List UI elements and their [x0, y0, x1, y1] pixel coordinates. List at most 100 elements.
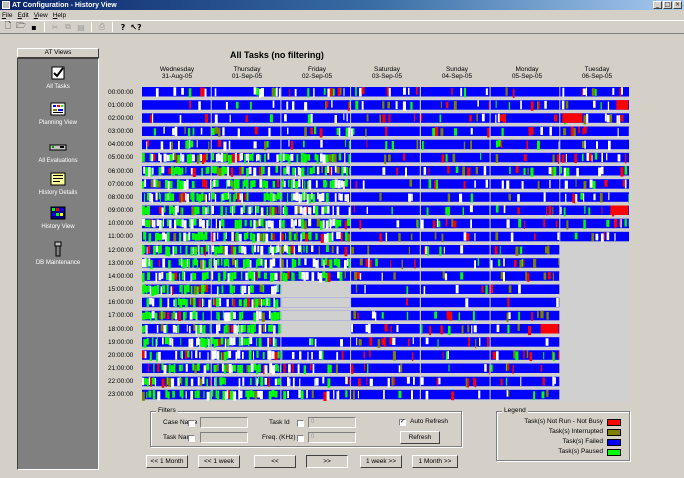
- task-mark: [546, 312, 549, 320]
- task-mark: [390, 260, 392, 268]
- task-mark: [167, 298, 170, 308]
- open-icon[interactable]: 🗁: [16, 21, 26, 30]
- case-name-checkbox[interactable]: [188, 420, 195, 427]
- task-mark: [151, 153, 154, 162]
- help-icon[interactable]: ?: [120, 22, 126, 32]
- task-mark: [291, 232, 293, 242]
- task-id-checkbox[interactable]: [297, 420, 304, 427]
- task-mark: [304, 180, 306, 190]
- view-item-db-maintenance[interactable]: DB Maintenance: [18, 241, 98, 266]
- context-help-icon[interactable]: ↖?: [130, 22, 142, 32]
- task-mark: [172, 324, 176, 333]
- task-mark: [381, 338, 384, 346]
- task-mark: [234, 179, 237, 189]
- task-mark: [332, 88, 335, 96]
- task-mark: [241, 193, 243, 203]
- task-mark: [316, 218, 320, 227]
- task-mark: [468, 337, 470, 347]
- grid-cell: [211, 310, 281, 321]
- task-mark: [361, 87, 365, 95]
- task-mark: [292, 179, 295, 188]
- new-icon[interactable]: 🗋: [4, 21, 12, 30]
- view-item-planning-view[interactable]: Planning View: [18, 101, 98, 126]
- refresh-button[interactable]: Refresh: [400, 431, 440, 444]
- history-grid[interactable]: [142, 86, 630, 402]
- freq-checkbox[interactable]: [297, 435, 304, 442]
- task-mark: [344, 194, 348, 202]
- planning-view-icon: [50, 102, 66, 116]
- task-name-label: Task Name: [163, 434, 196, 441]
- task-mark: [235, 351, 237, 360]
- back-1-week-button[interactable]: << 1 week: [198, 455, 240, 468]
- paste-icon[interactable]: ▤: [77, 22, 85, 32]
- task-mark: [531, 312, 533, 321]
- task-mark: [329, 364, 332, 373]
- minimize-button[interactable]: _: [653, 1, 662, 9]
- task-mark: [169, 141, 171, 150]
- task-mark: [321, 206, 325, 215]
- grid-cell: [351, 363, 420, 373]
- task-mark: [508, 193, 511, 201]
- view-item-all-evaluations[interactable]: All Evaluations: [18, 139, 98, 164]
- task-mark: [566, 220, 569, 230]
- task-mark: [570, 126, 574, 136]
- legend-swatch-not-run: [607, 419, 621, 426]
- task-mark: [624, 166, 628, 175]
- task-mark: [366, 206, 368, 214]
- back-button[interactable]: <<: [254, 455, 296, 468]
- view-item-all-tasks[interactable]: All Tasks: [18, 65, 98, 90]
- case-name-field[interactable]: [200, 417, 248, 428]
- back-1-month-button[interactable]: << 1 Month: [146, 455, 188, 468]
- task-mark: [231, 206, 234, 216]
- view-item-history-view[interactable]: History View: [18, 205, 98, 230]
- task-mark: [194, 233, 198, 241]
- task-name-checkbox[interactable]: [188, 435, 195, 442]
- task-mark: [351, 324, 353, 333]
- task-mark: [159, 206, 162, 214]
- task-mark: [473, 377, 475, 386]
- task-mark: [181, 193, 183, 203]
- forward-1-month-button[interactable]: 1 Month >>: [412, 455, 458, 468]
- save-icon[interactable]: ▪: [31, 22, 37, 32]
- task-mark: [332, 218, 336, 226]
- menu-file[interactable]: File: [2, 11, 13, 19]
- task-mark: [171, 205, 173, 214]
- forward-button[interactable]: >>: [306, 455, 348, 468]
- task-mark: [188, 218, 191, 228]
- auto-refresh-checkbox[interactable]: ✓: [399, 419, 406, 426]
- grid-cell: [490, 192, 560, 202]
- menu-view[interactable]: View: [33, 11, 48, 19]
- print-icon[interactable]: ⎙: [98, 22, 106, 31]
- task-mark: [167, 180, 170, 190]
- cut-icon[interactable]: ✂: [51, 22, 59, 32]
- task-mark: [253, 363, 257, 371]
- task-mark: [179, 219, 182, 227]
- copy-icon[interactable]: ⧉: [65, 22, 71, 31]
- close-button[interactable]: ×: [673, 1, 682, 9]
- task-mark: [303, 192, 305, 201]
- task-mark: [445, 101, 449, 109]
- task-mark: [405, 167, 407, 177]
- task-mark: [179, 246, 182, 254]
- task-mark: [290, 140, 294, 150]
- task-mark: [242, 324, 246, 333]
- task-name-field[interactable]: [200, 432, 248, 443]
- freq-field[interactable]: 0: [308, 432, 356, 443]
- task-mark: [240, 337, 244, 346]
- task-mark: [460, 87, 463, 97]
- grid-cell: [490, 245, 560, 255]
- task-mark: [348, 140, 351, 149]
- day-weekday: Tuesday: [584, 66, 610, 73]
- view-item-history-details[interactable]: History Details: [18, 171, 98, 196]
- grid-cell: [420, 87, 490, 97]
- task-mark: [209, 377, 211, 387]
- task-id-field[interactable]: 0: [308, 417, 356, 428]
- task-mark: [326, 206, 330, 214]
- task-mark: [485, 179, 488, 188]
- menu-edit[interactable]: Edit: [17, 11, 29, 19]
- task-mark: [196, 363, 200, 371]
- forward-1-week-button[interactable]: 1 week >>: [360, 455, 402, 468]
- maximize-button[interactable]: □: [663, 1, 672, 9]
- menu-help[interactable]: Help: [52, 11, 67, 19]
- task-mark: [307, 114, 311, 124]
